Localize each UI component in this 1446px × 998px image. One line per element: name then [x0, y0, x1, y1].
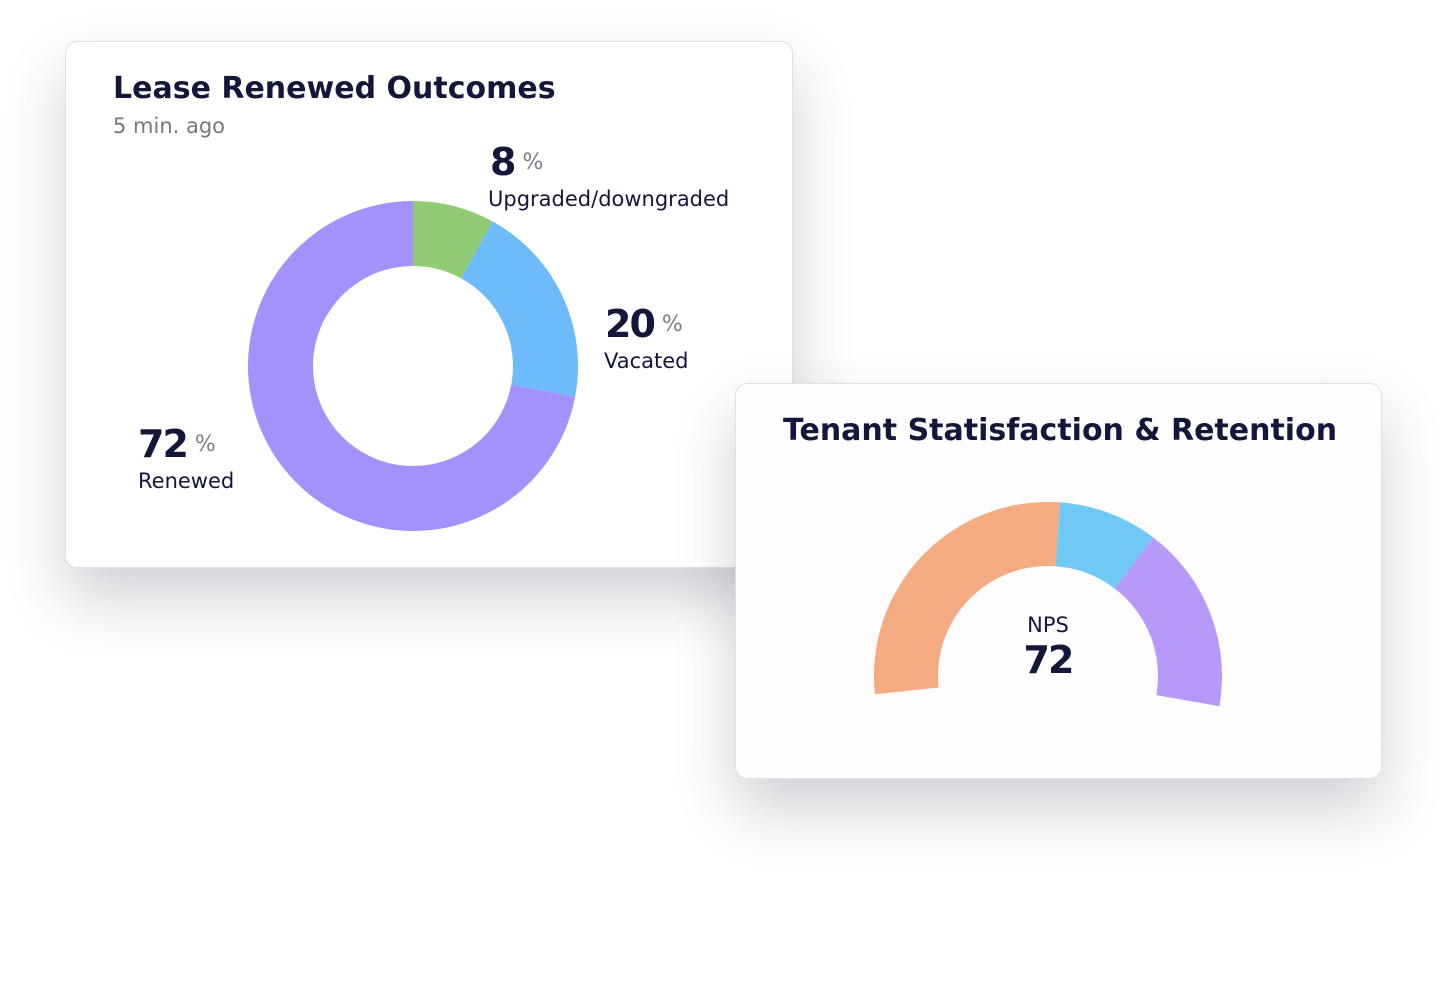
slice-label: Renewed	[138, 469, 234, 493]
slice-label: Vacated	[604, 349, 689, 373]
nps-card	[735, 383, 1382, 779]
slice-value: 20	[605, 302, 654, 346]
slice-value: 72	[138, 422, 187, 466]
slice-unit: %	[522, 150, 543, 175]
gauge-segment	[1114, 537, 1222, 707]
slice-unit: %	[195, 432, 216, 457]
gauge-segment	[874, 502, 1061, 695]
donut-slice	[413, 201, 493, 279]
card-title: Lease Renewed Outcomes	[113, 71, 556, 106]
card-subtitle: 5 min. ago	[113, 114, 225, 138]
gauge-segment	[1055, 502, 1154, 589]
donut-slice	[248, 201, 576, 532]
slice-label: Upgraded/downgraded	[488, 187, 729, 211]
gauge-value: 72	[1024, 638, 1073, 682]
card-title: Tenant Statisfaction & Retention	[783, 413, 1337, 448]
slice-value: 8	[490, 140, 515, 184]
gauge-label: NPS	[1027, 613, 1069, 637]
donut-slice	[461, 221, 578, 397]
slice-unit: %	[662, 312, 683, 337]
